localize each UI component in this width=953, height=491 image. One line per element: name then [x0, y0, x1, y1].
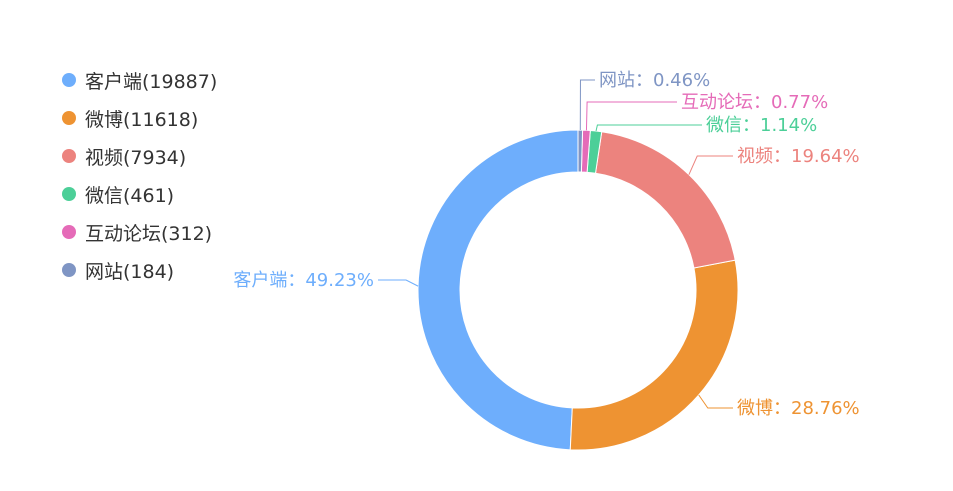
leader-line: [595, 124, 702, 132]
donut-slice[interactable]: [417, 129, 579, 451]
leader-line: [698, 394, 733, 409]
donut-slice[interactable]: [594, 131, 736, 269]
legend-marker: [62, 149, 76, 163]
legend-label: 微信(461): [85, 184, 175, 207]
slice-label: 微信：1.14%: [706, 115, 817, 136]
legend-item[interactable]: 客户端(19887): [62, 61, 217, 99]
legend-marker: [62, 111, 76, 125]
legend-item[interactable]: 互动论坛(312): [62, 213, 217, 251]
slice-label: 客户端：49.23%: [233, 270, 374, 291]
legend-item[interactable]: 网站(184): [62, 251, 217, 289]
legend-label: 微博(11618): [85, 108, 199, 131]
legend-marker: [62, 225, 76, 239]
slice-label: 微博：28.76%: [737, 398, 860, 419]
chart-legend: 客户端(19887) 微博(11618) 视频(7934) 微信(461) 互动论坛(3…: [62, 61, 217, 289]
donut-slice[interactable]: [569, 259, 739, 451]
legend-marker: [62, 187, 76, 201]
leader-line: [585, 101, 677, 131]
leader-line: [378, 279, 419, 287]
legend-marker: [62, 263, 76, 277]
legend-label: 视频(7934): [85, 146, 187, 169]
legend-label: 互动论坛(312): [85, 222, 213, 245]
legend-label: 客户端(19887): [85, 70, 218, 93]
legend-marker: [62, 73, 76, 87]
slice-label: 网站：0.46%: [599, 70, 710, 91]
leader-line: [579, 79, 595, 131]
legend-label: 网站(184): [85, 260, 175, 283]
leader-line: [688, 155, 733, 175]
slice-label: 互动论坛：0.77%: [681, 92, 828, 113]
slice-label: 视频：19.64%: [737, 146, 860, 167]
legend-item[interactable]: 微博(11618): [62, 99, 217, 137]
legend-item[interactable]: 微信(461): [62, 175, 217, 213]
donut-slice[interactable]: [577, 129, 584, 173]
legend-item[interactable]: 视频(7934): [62, 137, 217, 175]
